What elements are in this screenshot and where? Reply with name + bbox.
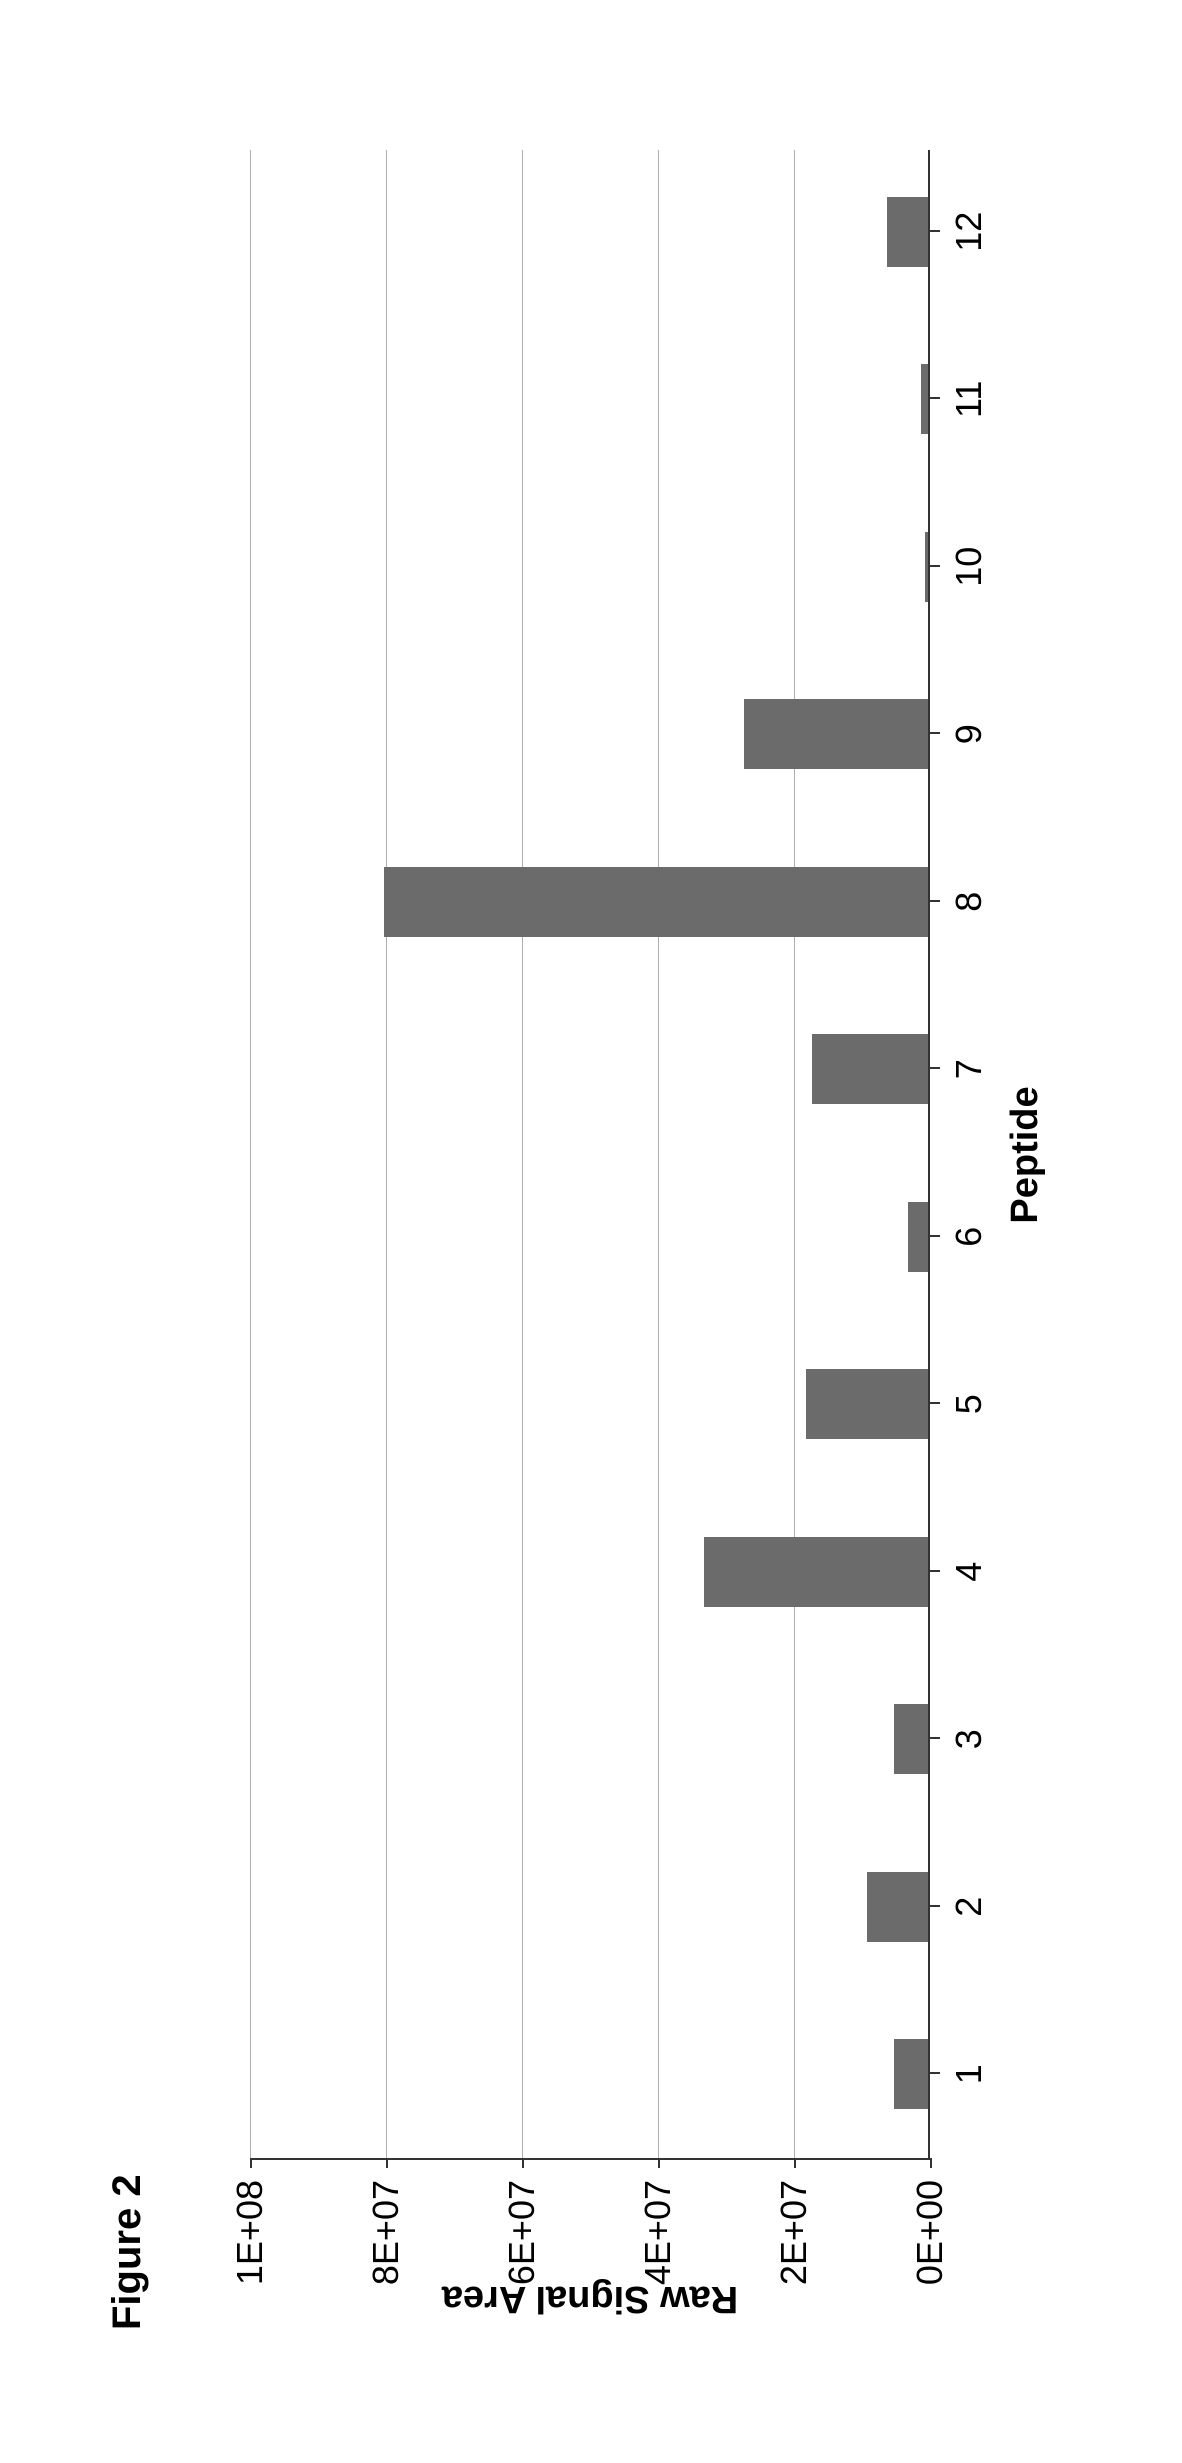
xtick-mark (930, 1737, 940, 1739)
xtick-label: 4 (948, 1562, 990, 1582)
ytick-label: 1E+08 (229, 2180, 271, 2285)
gridline (794, 150, 795, 2158)
chart-container: 0E+002E+074E+076E+078E+071E+081234567891… (210, 100, 1080, 2350)
bar (908, 1202, 928, 1272)
page: Figure 2 0E+002E+074E+076E+078E+071E+081… (0, 0, 1182, 2463)
xtick-label: 10 (948, 547, 990, 587)
x-axis-title: Peptide (1004, 1086, 1047, 1223)
xtick-label: 3 (948, 1729, 990, 1749)
bar (887, 197, 928, 267)
y-axis-title: Raw Signal Area (442, 2277, 738, 2320)
xtick-mark (930, 1402, 940, 1404)
xtick-label: 11 (948, 381, 990, 418)
bar (894, 1704, 928, 1774)
xtick-mark (930, 230, 940, 232)
ytick-label: 6E+07 (501, 2180, 543, 2285)
xtick-label: 8 (948, 892, 990, 912)
ytick-label: 2E+07 (773, 2180, 815, 2285)
xtick-label: 5 (948, 1394, 990, 1414)
xtick-mark (930, 565, 940, 567)
bar (812, 1034, 928, 1104)
xtick-label: 12 (948, 212, 990, 252)
ytick-mark (250, 2158, 252, 2168)
xtick-label: 6 (948, 1227, 990, 1247)
gridline (386, 150, 387, 2158)
figure-title: Figure 2 (105, 2174, 150, 2330)
xtick-mark (930, 397, 940, 399)
plot-area: 0E+002E+074E+076E+078E+071E+081234567891… (250, 150, 930, 2160)
bar (744, 699, 928, 769)
ytick-mark (794, 2158, 796, 2168)
bar (894, 2039, 928, 2109)
xtick-mark (930, 1067, 940, 1069)
bar (867, 1872, 928, 1942)
xtick-label: 7 (948, 1059, 990, 1079)
xtick-mark (930, 1570, 940, 1572)
ytick-mark (386, 2158, 388, 2168)
xtick-mark (930, 732, 940, 734)
ytick-mark (658, 2158, 660, 2168)
xtick-label: 1 (948, 2064, 990, 2084)
bar (384, 867, 928, 937)
gridline (522, 150, 523, 2158)
xtick-label: 2 (948, 1897, 990, 1917)
gridline (250, 150, 251, 2158)
ytick-mark (522, 2158, 524, 2168)
xtick-mark (930, 900, 940, 902)
bar (806, 1369, 928, 1439)
gridline (658, 150, 659, 2158)
ytick-label: 0E+00 (909, 2180, 951, 2285)
bar (921, 364, 928, 434)
ytick-label: 8E+07 (365, 2180, 407, 2285)
bar (704, 1537, 928, 1607)
xtick-mark (930, 1905, 940, 1907)
xtick-mark (930, 2072, 940, 2074)
bar (925, 532, 928, 602)
ytick-label: 4E+07 (637, 2180, 679, 2285)
xtick-label: 9 (948, 724, 990, 744)
xtick-mark (930, 1235, 940, 1237)
ytick-mark (930, 2158, 932, 2168)
